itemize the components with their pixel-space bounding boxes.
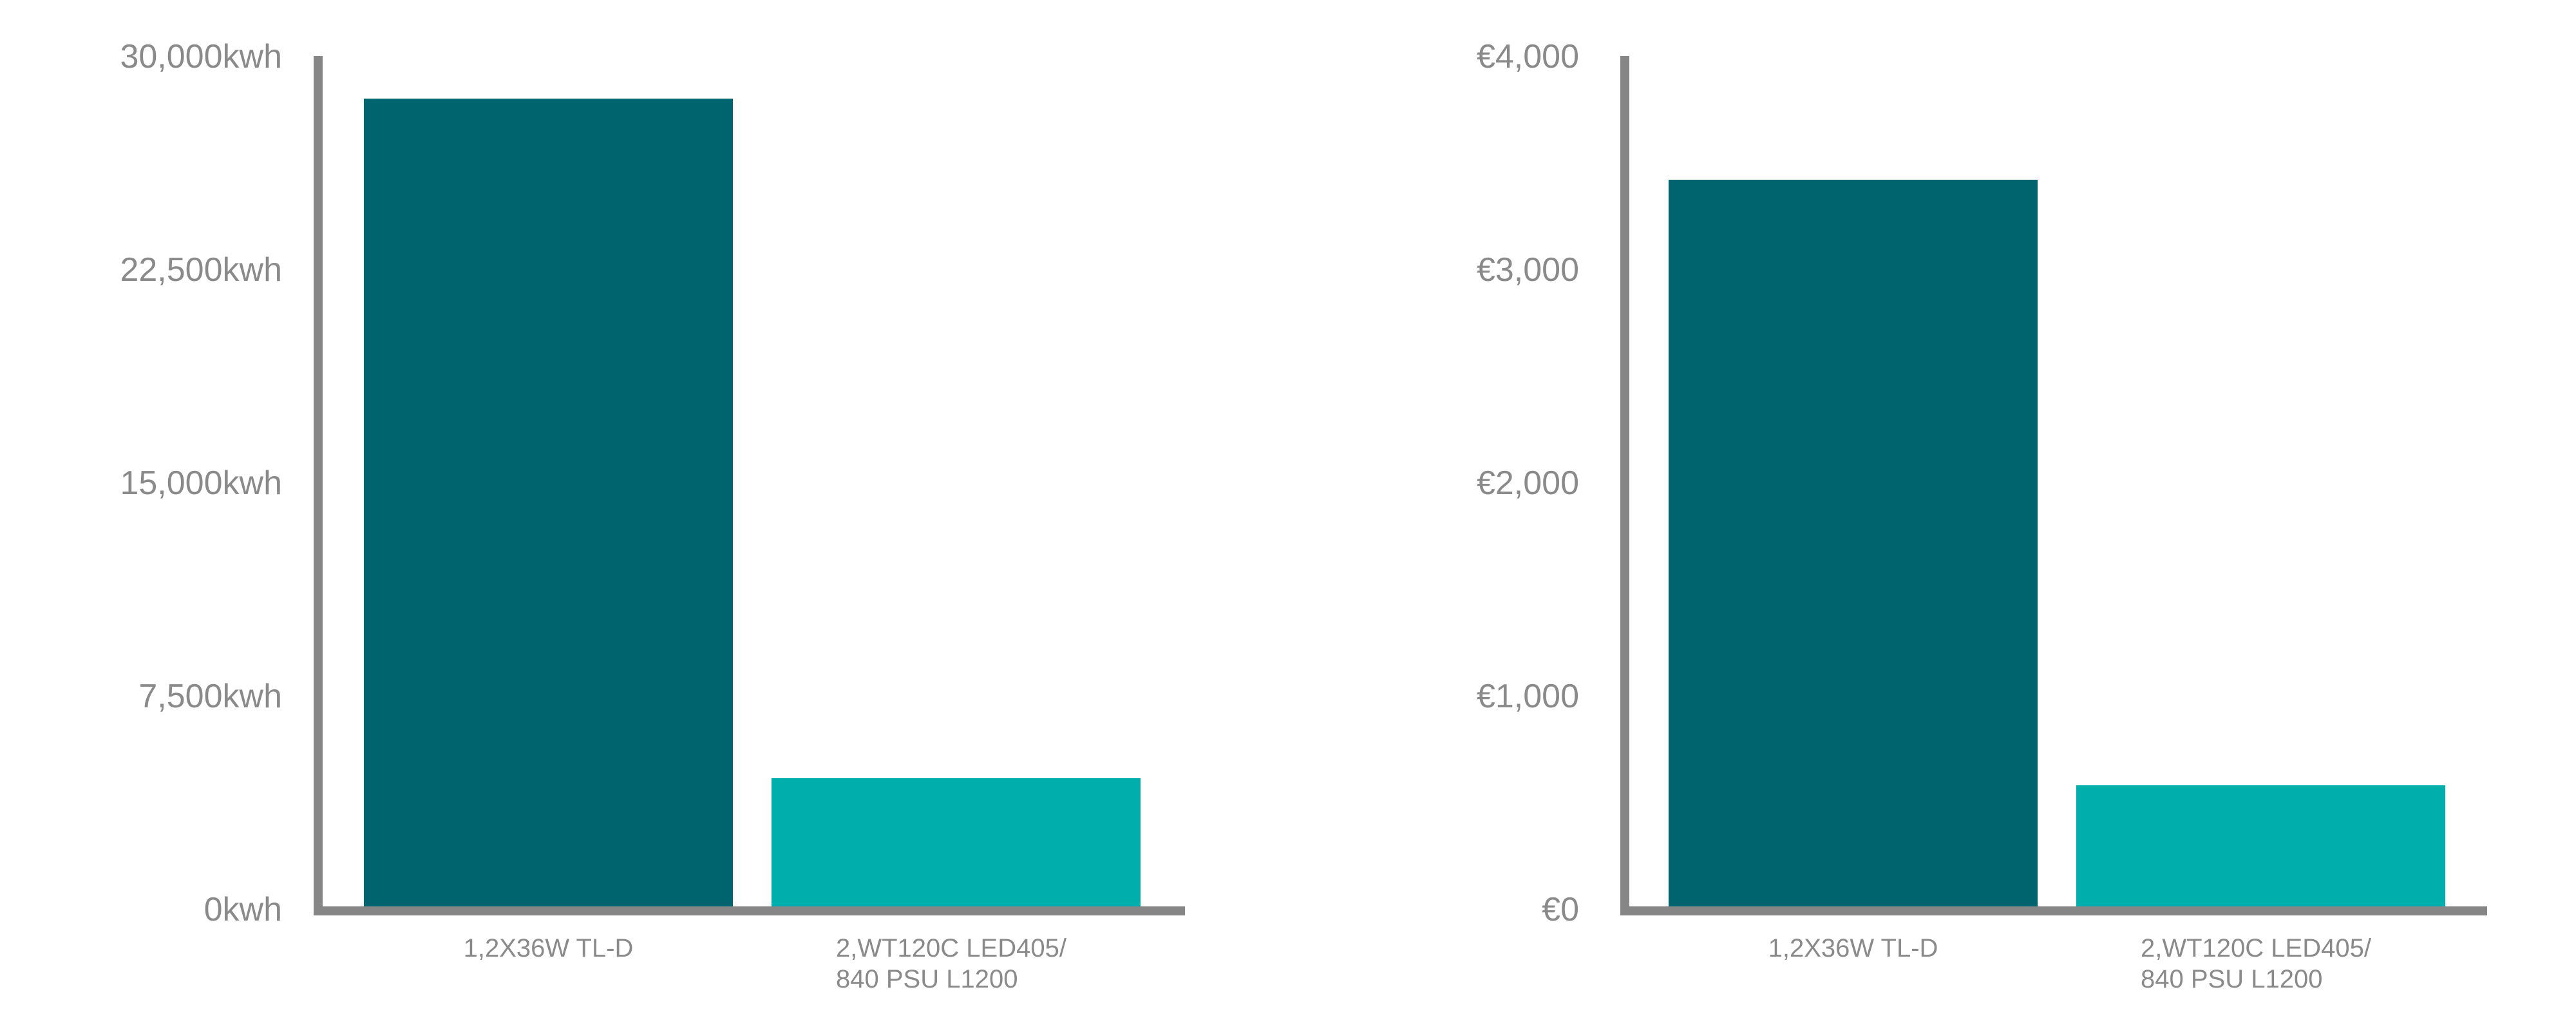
y-tick-label: €1,000 — [1477, 678, 1579, 715]
category-label: 2,WT120C LED405/840 PSU L1200 — [836, 934, 1067, 993]
y-tick-label: 30,000kwh — [120, 38, 282, 75]
y-tick-label: 22,500kwh — [120, 251, 282, 289]
category-label: 2,WT120C LED405/840 PSU L1200 — [2141, 934, 2372, 993]
bar-1 — [1669, 179, 2038, 910]
y-tick-label: €0 — [1542, 891, 1579, 928]
bar-1 — [364, 99, 733, 910]
y-tick-label: 7,500kwh — [138, 678, 282, 715]
y-tick-label: €4,000 — [1477, 38, 1579, 75]
y-tick-label: 15,000kwh — [120, 464, 282, 502]
y-tick-label: 0kwh — [204, 891, 282, 928]
y-tick-label: €2,000 — [1477, 464, 1579, 502]
category-label: 1,2X36W TL-D — [1768, 934, 1938, 962]
bar-2 — [2076, 785, 2445, 909]
y-tick-label: €3,000 — [1477, 251, 1579, 289]
category-label: 1,2X36W TL-D — [464, 934, 634, 962]
chart-2: €0 €1,000 €2,000 €3,000 €4,000 1,2X36W TL-D 2,… — [1477, 38, 2487, 993]
chart-1: 0kwh 7,500kwh 15,000kwh 22,500kwh 30,000kwh 1… — [120, 38, 1185, 993]
bar-2 — [772, 778, 1141, 909]
